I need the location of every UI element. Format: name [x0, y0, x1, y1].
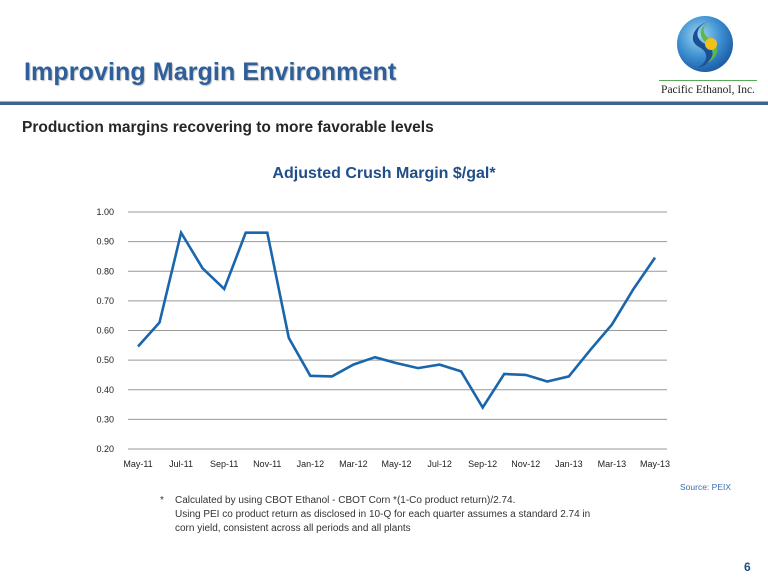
title-divider [0, 101, 768, 105]
x-tick-label: Sep-11 [210, 459, 238, 469]
x-axis-tick-labels: May-11 Jul-11 Sep-11 Nov-11 Jan-12 Mar-12 May-… [123, 459, 670, 469]
x-tick-label: Jul-12 [427, 459, 452, 469]
y-tick-label: 1.00 [96, 207, 114, 217]
footnote-line: corn yield, consistent across all period… [175, 523, 411, 534]
x-tick-label: May-13 [640, 459, 670, 469]
page-number: 6 [744, 560, 751, 574]
company-logo: Pacific Ethanol, Inc. [657, 12, 759, 100]
series-line [137, 229, 657, 410]
footnote-line: Calculated by using CBOT Ethanol - CBOT … [175, 495, 516, 506]
x-tick-label: Jul-11 [169, 459, 193, 469]
footnote-marker: * [160, 495, 164, 506]
y-tick-label: 0.70 [96, 296, 114, 306]
footnote-line: Using PEI co product return as disclosed… [175, 509, 591, 520]
y-axis-tick-labels: 0.20 0.30 0.40 0.50 0.60 0.70 0.80 0.90 1.00 [96, 207, 114, 454]
slide-title: Improving Margin Environment [24, 58, 397, 86]
y-tick-label: 0.50 [96, 355, 114, 365]
y-tick-label: 0.80 [96, 266, 114, 276]
x-tick-label: Mar-13 [598, 459, 627, 469]
y-tick-label: 0.60 [96, 326, 114, 336]
series-layer [137, 229, 657, 410]
logo-divider [659, 80, 757, 81]
x-tick-label: Mar-12 [339, 459, 368, 469]
x-tick-label: Jan-13 [555, 459, 583, 469]
x-tick-label: Sep-12 [468, 459, 497, 469]
y-tick-label: 0.40 [96, 385, 114, 395]
slide-subtitle: Production margins recovering to more fa… [22, 119, 434, 136]
x-tick-label: May-11 [123, 459, 152, 469]
footnote: * Calculated by using CBOT Ethanol - CBO… [160, 494, 640, 536]
y-tick-label: 0.20 [96, 444, 114, 454]
source-note: Source: PEIX [680, 482, 732, 492]
y-tick-label: 0.30 [96, 414, 114, 424]
y-tick-label: 0.90 [96, 237, 114, 247]
pacific-ethanol-logo-icon [677, 16, 733, 72]
gridlines [128, 211, 667, 450]
x-tick-label: May-12 [381, 459, 411, 469]
x-tick-label: Nov-12 [511, 459, 540, 469]
company-name: Pacific Ethanol, Inc. [661, 84, 755, 96]
chart-title: Adjusted Crush Margin $/gal* [272, 165, 496, 182]
x-tick-label: Nov-11 [253, 459, 281, 469]
x-tick-label: Jan-12 [297, 459, 325, 469]
